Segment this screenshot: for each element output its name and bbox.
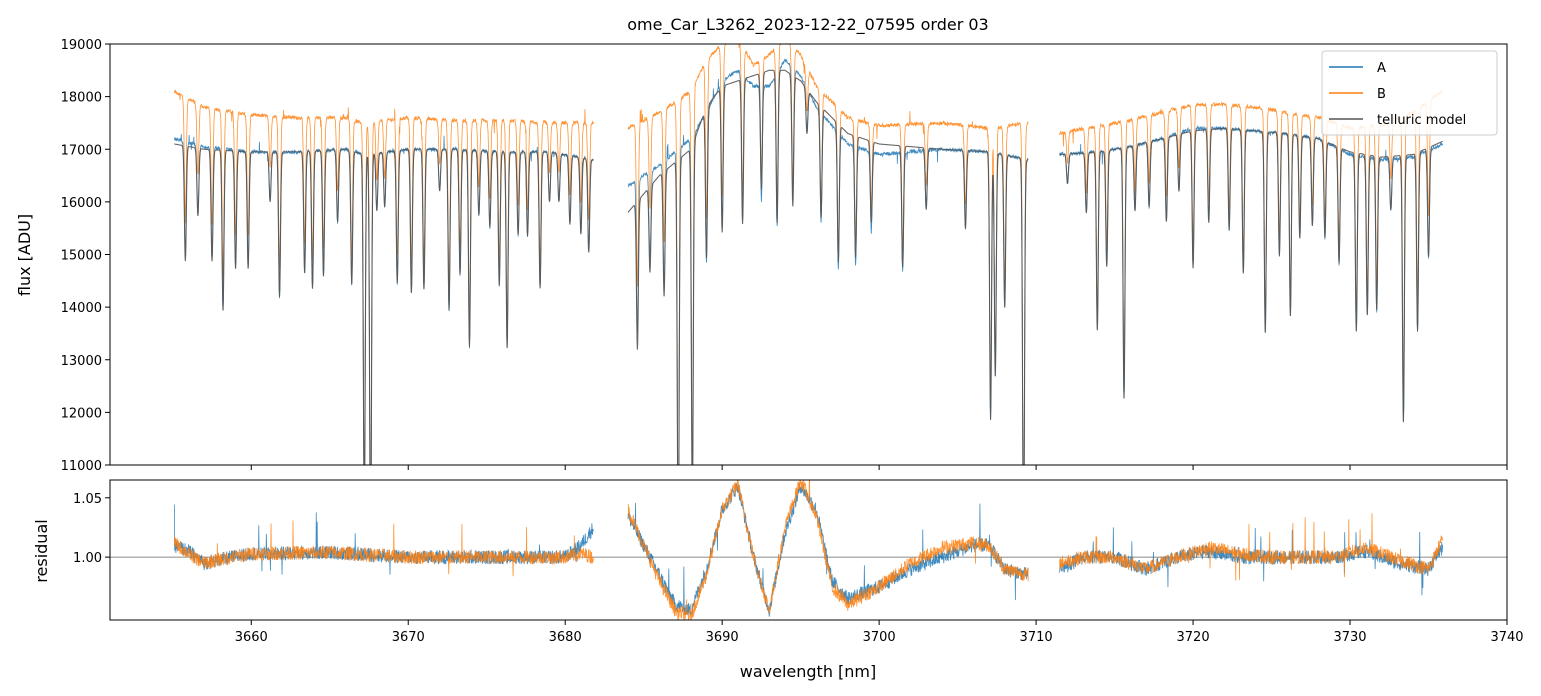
top-x-ticks xyxy=(250,465,1508,470)
legend: A B telluric model xyxy=(1321,50,1498,136)
top-y-tick-label: 13000 xyxy=(61,354,102,369)
residual-series-b-line xyxy=(1059,513,1444,581)
series-b-line xyxy=(173,89,594,465)
series-telluric-model-line xyxy=(627,69,1029,465)
series-telluric-model-line xyxy=(1059,127,1443,422)
top-y-tick-label: 12000 xyxy=(61,406,102,421)
x-tick-label: 3670 xyxy=(392,630,425,645)
series-telluric-model-line xyxy=(174,143,594,465)
top-y-tick-label: 18000 xyxy=(61,91,102,106)
chart-title: ome_Car_L3262_2023-12-22_07595 order 03 xyxy=(627,15,988,35)
x-tick-label: 3700 xyxy=(863,630,896,645)
bottom-x-axis: 3660 3670 3680 3690 3700 3710 3720 3730 3740 xyxy=(235,620,1524,645)
top-y-tick-label: 19000 xyxy=(61,38,102,53)
x-tick-label: 3680 xyxy=(549,630,582,645)
x-axis-label: wavelength [nm] xyxy=(740,662,877,681)
legend-label-b: B xyxy=(1377,87,1386,102)
residual-series-b-line xyxy=(173,520,594,577)
legend-box xyxy=(1321,50,1498,136)
top-y-tick-label: 11000 xyxy=(61,459,102,474)
bottom-y-tick-label: 1.00 xyxy=(73,551,102,566)
top-y-tick-label: 15000 xyxy=(61,249,102,264)
x-tick-label: 3690 xyxy=(706,630,739,645)
series-b-line xyxy=(627,44,1029,465)
x-tick-label: 3660 xyxy=(235,630,268,645)
top-y-tick-label: 16000 xyxy=(61,196,102,211)
top-y-axis-label: flux [ADU] xyxy=(15,214,34,296)
legend-label-a: A xyxy=(1377,61,1386,76)
top-y-tick-label: 17000 xyxy=(61,143,102,158)
top-y-tick-label: 14000 xyxy=(61,301,102,316)
bottom-y-tick-label: 1.05 xyxy=(73,492,102,507)
x-tick-label: 3720 xyxy=(1177,630,1210,645)
bottom-y-axis: 1.00 1.05 xyxy=(73,492,110,566)
top-plot-area xyxy=(173,44,1444,465)
residual-series-b-line xyxy=(627,480,1029,620)
bottom-y-axis-label: residual xyxy=(32,519,51,582)
legend-label-telluric: telluric model xyxy=(1377,113,1466,128)
bottom-axes-frame xyxy=(109,479,1508,621)
x-tick-label: 3710 xyxy=(1020,630,1053,645)
x-tick-label: 3740 xyxy=(1490,630,1523,645)
top-y-axis: 11000 12000 13000 14000 15000 16000 17000 18000… xyxy=(61,38,110,474)
bottom-plot-area xyxy=(110,480,1507,620)
x-tick-label: 3730 xyxy=(1333,630,1366,645)
